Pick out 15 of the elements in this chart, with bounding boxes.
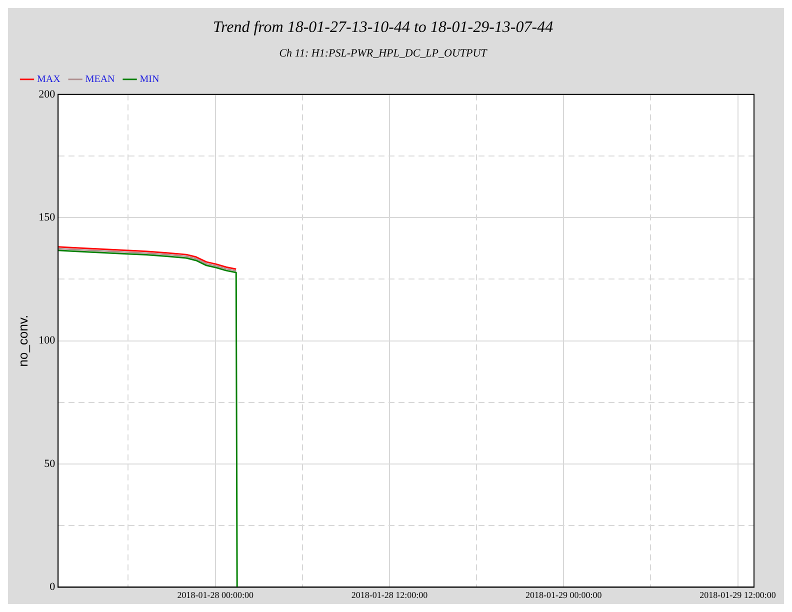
chart-title: Trend from 18-01-27-13-10-44 to 18-01-29-13-07-44 bbox=[212, 18, 554, 36]
y-tick-label: 0 bbox=[50, 581, 56, 594]
y-tick-label: 50 bbox=[44, 458, 56, 470]
x-tick-label: 2018-01-28 00:00:00 bbox=[177, 590, 254, 600]
y-tick-label: 150 bbox=[38, 211, 56, 224]
y-tick-label: 200 bbox=[38, 88, 56, 100]
legend-label: MIN bbox=[140, 74, 160, 86]
x-tick-label: 2018-01-28 12:00:00 bbox=[351, 590, 428, 600]
legend-label: MEAN bbox=[85, 74, 115, 86]
legend-label: MAX bbox=[37, 74, 62, 86]
x-tick-label: 2018-01-29 00:00:00 bbox=[526, 590, 602, 600]
chart-subtitle: Ch 11: H1:PSL-PWR_HPL_DC_LP_OUTPUT bbox=[279, 48, 488, 60]
y-tick-label: 100 bbox=[38, 334, 56, 347]
y-axis-title: no_conv. bbox=[15, 314, 30, 367]
x-tick-label: 2018-01-29 12:00:00 bbox=[700, 590, 776, 600]
